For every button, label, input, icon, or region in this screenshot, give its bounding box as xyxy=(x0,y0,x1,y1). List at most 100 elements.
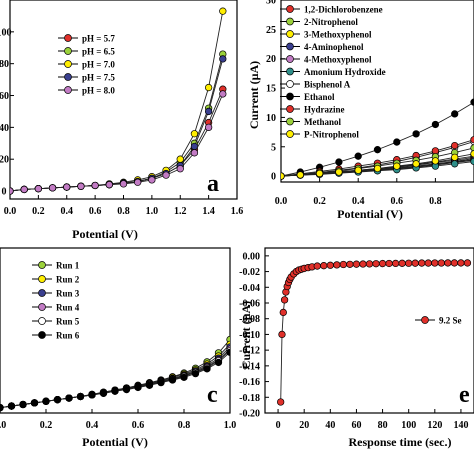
data-point xyxy=(134,383,142,392)
data-point xyxy=(470,150,474,158)
panel-b-chart: 0.0 0.2 0.4 0.6 0.8 0 5 10 15 20 25 30 Potential (V)… xyxy=(247,0,474,221)
plot-frame xyxy=(0,247,231,414)
legend-marker xyxy=(286,117,294,126)
data-point xyxy=(373,146,382,154)
data-point xyxy=(148,176,156,184)
data-point xyxy=(203,365,211,373)
legend-marker xyxy=(38,275,46,283)
plot-frame xyxy=(264,247,474,414)
data-point xyxy=(88,391,96,399)
data-point xyxy=(105,181,113,189)
series-line xyxy=(10,58,224,192)
x-tick-label: 1.6 xyxy=(231,206,244,217)
legend-entry: Amonium Hydroxide xyxy=(304,67,386,77)
legend-entry: Run 3 xyxy=(56,289,80,299)
legend-marker xyxy=(64,86,72,94)
legend-entry: Hydrazine xyxy=(304,105,345,115)
y-tick-label: -0.14 xyxy=(239,361,260,372)
legend-entry: pH = 7.5 xyxy=(82,73,115,83)
legend-marker xyxy=(64,73,72,81)
y-tick-label: 80 xyxy=(0,59,9,70)
x-axis-label: Potential (V) xyxy=(72,227,138,241)
y-tick-label: -0.06 xyxy=(239,299,260,310)
plot-frame xyxy=(9,0,238,200)
data-point xyxy=(373,164,382,173)
y-tick-label: 5 xyxy=(271,142,276,153)
x-tick-label: 80 xyxy=(378,420,388,431)
legend-marker xyxy=(38,317,46,325)
series-line xyxy=(0,350,230,409)
data-point xyxy=(339,260,348,269)
x-tick-label: 0.6 xyxy=(132,420,145,431)
x-tick-label: 0.0 xyxy=(4,206,17,217)
data-point xyxy=(470,98,474,106)
legend-entry: pH = 6.5 xyxy=(82,47,115,57)
y-tick-label: 25 xyxy=(266,25,276,36)
x-tick-label: 0.4 xyxy=(352,196,365,207)
x-tick-label: 0.0 xyxy=(0,420,6,431)
legend-entry: pH = 5.7 xyxy=(82,34,115,44)
y-tick-label: 15 xyxy=(266,84,276,95)
data-point xyxy=(280,296,289,304)
x-tick-label: 0.4 xyxy=(86,420,99,431)
x-tick-label: 1.0 xyxy=(146,206,159,217)
data-point xyxy=(354,152,362,160)
data-point xyxy=(444,259,452,267)
legend-marker xyxy=(286,5,294,13)
x-tick-label: 1.0 xyxy=(224,420,237,431)
x-tick-label: 120 xyxy=(427,420,442,431)
series-line xyxy=(0,348,230,409)
x-tick-label: 1.4 xyxy=(202,206,215,217)
legend-entry: Run 5 xyxy=(56,317,80,327)
data-point xyxy=(20,185,28,194)
data-point xyxy=(226,348,230,356)
y-tick-label: -0.10 xyxy=(239,330,260,341)
data-point xyxy=(279,308,287,317)
legend-marker xyxy=(64,60,72,68)
data-point xyxy=(411,259,419,267)
data-point xyxy=(398,259,406,267)
legend-entry: Ethanol xyxy=(304,92,335,102)
y-tick-label: 40 xyxy=(0,123,9,134)
data-point xyxy=(296,171,304,179)
y-tick-label: -0.18 xyxy=(239,393,260,404)
data-point xyxy=(424,259,432,267)
y-tick-label: 100 xyxy=(0,27,12,38)
x-axis-label: Response time (sec.) xyxy=(349,435,452,449)
data-point xyxy=(470,136,474,144)
data-point xyxy=(450,259,459,267)
data-point xyxy=(365,260,374,268)
data-point xyxy=(219,55,227,63)
legend-marker xyxy=(286,92,294,101)
y-axis-label: Current (µA) xyxy=(239,301,253,369)
legend-marker xyxy=(286,105,294,113)
legend-entry: pH = 7.0 xyxy=(82,60,115,70)
legend-marker xyxy=(64,34,72,42)
x-axis-label: Potential (V) xyxy=(82,435,148,449)
data-point xyxy=(53,396,62,404)
x-tick-label: 0.8 xyxy=(429,196,442,207)
plot-frame xyxy=(280,0,474,183)
legend-entry: P-Nitrophenol xyxy=(304,130,359,140)
legend-marker xyxy=(64,47,72,55)
data-point xyxy=(122,385,131,394)
data-point xyxy=(333,261,341,269)
legend-entry: 2-Nitrophenol xyxy=(304,17,358,27)
data-point xyxy=(180,373,188,381)
legend-marker xyxy=(286,42,294,51)
data-point xyxy=(470,144,474,152)
data-point xyxy=(30,399,39,407)
data-point xyxy=(393,138,401,146)
legend-entry: Run 4 xyxy=(56,303,80,313)
legend-marker xyxy=(286,30,294,38)
data-point xyxy=(219,7,227,15)
data-point xyxy=(372,260,380,268)
data-point xyxy=(190,149,199,157)
data-point xyxy=(219,90,227,98)
data-point xyxy=(204,107,213,116)
legend-entry: 4-Aminophenol xyxy=(304,42,364,52)
data-point xyxy=(19,400,27,409)
series-line xyxy=(10,11,224,192)
data-point xyxy=(278,330,286,339)
